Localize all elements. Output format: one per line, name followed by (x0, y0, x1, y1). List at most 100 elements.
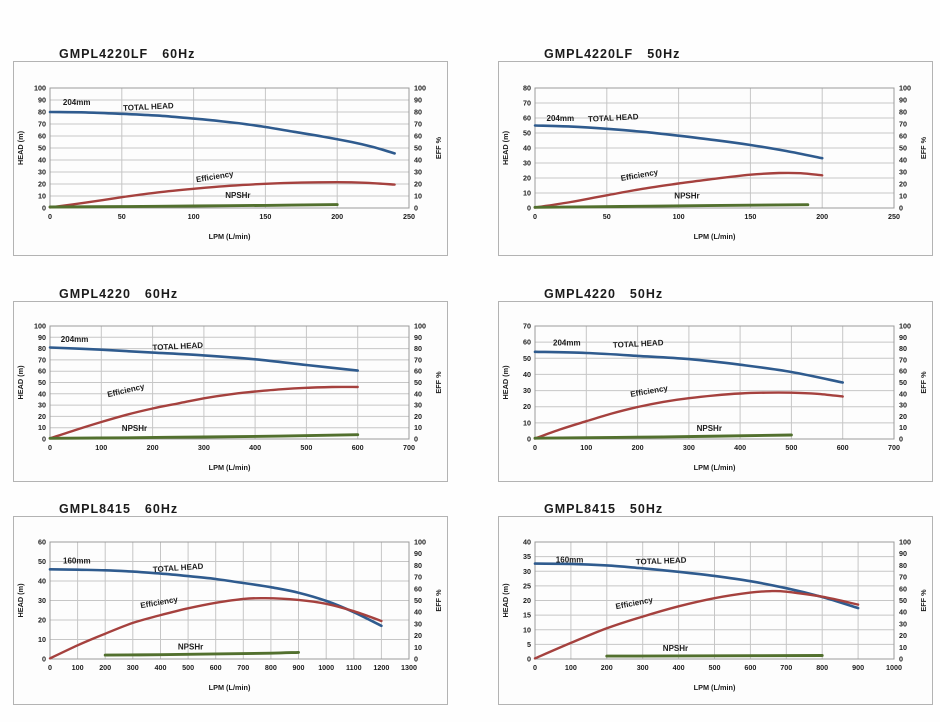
y-left-tick-label: 40 (38, 156, 46, 165)
y-left-tick-label: 70 (523, 99, 531, 108)
x-axis-label: LPM (L/min) (694, 232, 736, 241)
x-axis-label: LPM (L/min) (209, 463, 251, 472)
chart-box: 0 50 100 150 200 250 0 10 20 30 40 50 60 70 80 0 10 20 30 4… (498, 61, 933, 256)
y-left-tick-label: 70 (523, 322, 531, 331)
y-right-tick-label: 0 (414, 435, 418, 444)
annotation-total-head: TOTAL HEAD (153, 562, 204, 575)
annotation-npshr: NPSHr (178, 643, 203, 652)
y-axis-label-right: EFF % (919, 589, 928, 612)
series-efficiency (533, 391, 844, 440)
plot-area: 0 100 200 300 400 500 600 700 800 900 1000 1100 1200… (16, 538, 443, 693)
chart-panel-gmpl8415-50hz: GMPL8415 50Hz 0 100 200 300 400 500 600 700 800 9… (498, 498, 933, 705)
x-tick-label: 250 (888, 212, 900, 221)
y-right-tick-label: 80 (899, 561, 907, 570)
y-right-tick-label: 60 (414, 367, 422, 376)
plot-border (534, 325, 895, 440)
y-right-tick-label: 30 (414, 619, 422, 628)
x-tick-label: 300 (127, 663, 139, 672)
x-axis-label: LPM (L/min) (694, 463, 736, 472)
annotation-npshr: NPSHr (697, 424, 722, 433)
y-right-tick-label: 40 (899, 389, 907, 398)
y-axis-label-right: EFF % (434, 371, 443, 394)
y-left-tick-label: 0 (527, 655, 531, 664)
series-npshr (605, 654, 824, 658)
chart-panel-gmpl8415-60hz: GMPL8415 60Hz 0 100 200 300 400 500 600 700 800 9… (13, 498, 448, 705)
y-right-tick-label: 80 (414, 561, 422, 570)
y-left-tick-label: 60 (523, 338, 531, 347)
y-axis-label-left: HEAD (m) (501, 365, 510, 400)
chart-title-freq: 50Hz (629, 502, 664, 516)
y-right-tick-label: 40 (899, 156, 907, 165)
chart-title: GMPL4220 50Hz (498, 283, 933, 301)
y-right-tick-label: 10 (414, 423, 422, 432)
y-right-tick-label: 60 (899, 132, 907, 141)
y-axis-label-right: EFF % (434, 589, 443, 612)
plot-border (534, 541, 895, 660)
y-right-tick-label: 60 (899, 584, 907, 593)
x-tick-label: 100 (188, 212, 200, 221)
y-right-tick-label: 50 (899, 596, 907, 605)
y-axis-label-left: HEAD (m) (501, 130, 510, 165)
y-right-tick-label: 80 (414, 344, 422, 353)
x-tick-label: 500 (182, 663, 194, 672)
chart-panel-gmpl4220lf-60hz: GMPL4220LF 60Hz 0 50 100 150 200 250 0 10 20 30 40… (13, 42, 448, 256)
chart-panel-gmpl4220lf-50hz: GMPL4220LF 50Hz 0 50 100 150 200 250 0 10 20 30 40… (498, 42, 933, 256)
x-tick-label: 1100 (346, 663, 362, 672)
annotation-npshr: NPSHr (674, 192, 699, 201)
x-tick-label: 0 (48, 212, 52, 221)
y-right-tick-label: 20 (414, 631, 422, 640)
y-right-tick-label: 60 (899, 367, 907, 376)
y-right-tick-label: 80 (899, 108, 907, 117)
x-tick-label: 300 (637, 663, 649, 672)
annotation-npshr: NPSHr (225, 191, 250, 200)
x-tick-label: 600 (837, 443, 849, 452)
y-left-tick-label: 15 (523, 611, 531, 620)
y-left-tick-label: 50 (38, 378, 46, 387)
annotation-total-head: TOTAL HEAD (123, 101, 174, 113)
y-right-tick-label: 90 (414, 549, 422, 558)
annotation-npshr: NPSHr (122, 424, 147, 433)
series-npshr (533, 203, 810, 209)
y-right-tick-label: 90 (414, 333, 422, 342)
y-right-tick-label: 30 (899, 401, 907, 410)
y-right-tick-label: 100 (899, 84, 911, 93)
y-right-tick-label: 10 (899, 423, 907, 432)
y-left-tick-label: 0 (527, 204, 531, 213)
annotation-204mm: 204mm (63, 98, 91, 107)
y-right-tick-label: 90 (414, 96, 422, 105)
chart-canvas-gmpl4220lf-50hz: 0 50 100 150 200 2500102030405060708001020304… (501, 84, 928, 242)
y-right-tick-label: 50 (414, 596, 422, 605)
y-right-tick-label: 70 (414, 355, 422, 364)
y-left-tick-label: 50 (38, 144, 46, 153)
x-axis-label: LPM (L/min) (209, 683, 251, 692)
y-right-tick-label: 20 (414, 412, 422, 421)
series-efficiency (48, 180, 396, 209)
y-axis-label-left: HEAD (m) (16, 583, 25, 618)
y-left-tick-label: 30 (38, 596, 46, 605)
chart-title-model: GMPL8415 (59, 502, 131, 516)
y-left-tick-label: 90 (38, 96, 46, 105)
x-tick-label: 200 (632, 443, 644, 452)
plot-area: 0 100 200 300 400 500 600 700010203040506070809… (16, 322, 443, 473)
x-tick-label: 200 (601, 663, 613, 672)
y-right-tick-label: 40 (414, 389, 422, 398)
chart-box: 0 50 100 150 200 250 0 10 20 30 40 50 60 70 80 90 100 0 10… (13, 61, 448, 256)
y-left-tick-label: 80 (523, 84, 531, 93)
annotation-160mm: 160mm (63, 557, 91, 566)
y-left-tick-label: 40 (523, 538, 531, 547)
annotation-204mm: 204mm (553, 338, 581, 347)
y-right-tick-label: 30 (414, 168, 422, 177)
y-left-tick-label: 10 (38, 423, 46, 432)
chart-title-freq: 50Hz (629, 287, 664, 301)
y-right-tick-label: 70 (414, 573, 422, 582)
x-tick-label: 300 (683, 443, 695, 452)
annotation-efficiency: Efficiency (106, 382, 145, 399)
y-right-tick-label: 70 (899, 355, 907, 364)
y-right-tick-label: 60 (414, 584, 422, 593)
x-tick-label: 200 (99, 663, 111, 672)
annotation-160mm: 160mm (556, 556, 584, 565)
y-left-tick-label: 20 (523, 402, 531, 411)
y-right-tick-label: 50 (899, 144, 907, 153)
x-tick-label: 150 (259, 212, 271, 221)
series-npshr (48, 203, 339, 209)
